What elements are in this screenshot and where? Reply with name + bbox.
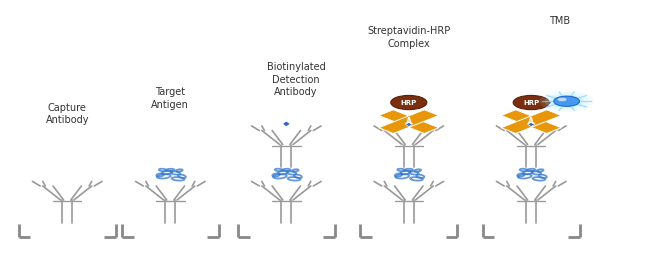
Polygon shape	[283, 121, 291, 127]
Polygon shape	[527, 121, 535, 127]
Text: HRP: HRP	[400, 100, 417, 106]
Circle shape	[545, 93, 589, 110]
Polygon shape	[501, 110, 562, 133]
Circle shape	[514, 95, 549, 110]
Text: Biotinylated
Detection
Antibody: Biotinylated Detection Antibody	[266, 62, 326, 97]
Circle shape	[391, 95, 427, 110]
Text: TMB: TMB	[549, 16, 571, 26]
Text: A: A	[406, 117, 411, 126]
Circle shape	[540, 90, 593, 112]
Polygon shape	[379, 110, 439, 133]
Circle shape	[550, 95, 584, 108]
Text: HRP: HRP	[523, 100, 540, 106]
Text: A: A	[528, 117, 534, 126]
Circle shape	[554, 96, 580, 106]
Polygon shape	[501, 110, 562, 133]
Circle shape	[558, 98, 567, 101]
Polygon shape	[379, 110, 439, 133]
Text: Streptavidin-HRP
Complex: Streptavidin-HRP Complex	[367, 26, 450, 49]
Polygon shape	[405, 121, 413, 127]
Text: Target
Antigen: Target Antigen	[151, 87, 189, 110]
Text: Capture
Antibody: Capture Antibody	[46, 102, 89, 125]
